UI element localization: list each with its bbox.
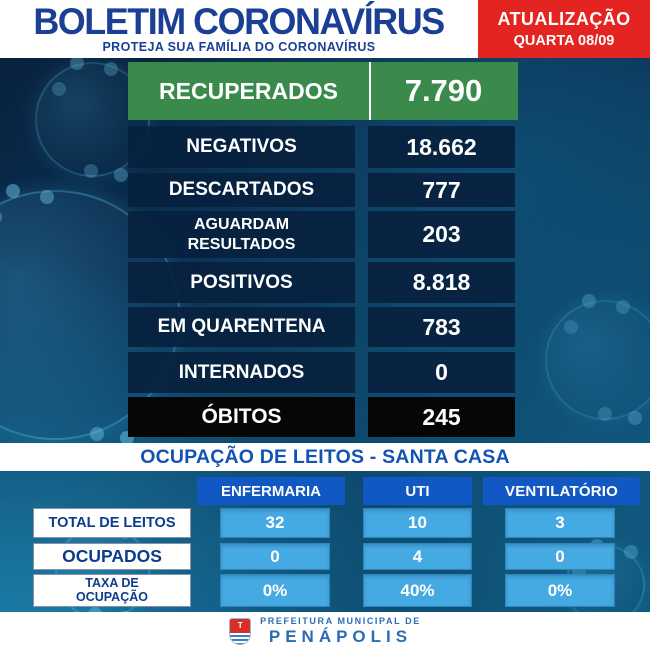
beds-column-enfermaria: ENFERMARIA	[197, 477, 345, 505]
beds-cell-ocupados-uti: 4	[363, 543, 472, 570]
stat-row-em-quarentena: EM QUARENTENA 783	[128, 307, 518, 347]
crest-shield-top: T	[230, 618, 251, 633]
stat-row-descartados: DESCARTADOS 777	[128, 173, 518, 207]
beds-cell-total-ventilatorio: 3	[505, 508, 615, 538]
beds-column-uti: UTI	[363, 477, 472, 505]
crest-letter: T	[237, 621, 243, 631]
city-crest-logo: T	[229, 617, 252, 645]
stat-value: 8.818	[368, 262, 515, 303]
page-subtitle: PROTEJA SUA FAMÍLIA DO CORONAVÍRUS	[102, 40, 376, 55]
stat-label: INTERNADOS	[128, 352, 355, 393]
stat-value: 203	[368, 211, 515, 258]
stat-row-obitos: ÓBITOS 245	[128, 397, 518, 437]
stat-value: 0	[368, 352, 515, 393]
municipality-name: PREFEITURA MUNICIPAL DE PENÁPOLIS	[260, 616, 421, 647]
beds-cell-total-uti: 10	[363, 508, 472, 538]
stat-row-aguardam-resultados: AGUARDAM RESULTADOS 203	[128, 211, 518, 258]
beds-cell-taxa-ventilatorio: 0%	[505, 574, 615, 607]
update-label: ATUALIZAÇÃO	[497, 9, 631, 29]
stat-row-negativos: NEGATIVOS 18.662	[128, 126, 518, 168]
stat-value: 18.662	[368, 126, 515, 168]
stat-label: ÓBITOS	[128, 397, 355, 437]
page-title: BOLETIM CORONAVÍRUS	[33, 0, 446, 42]
stat-row-recuperados: RECUPERADOS 7.790	[128, 62, 518, 120]
stat-label: RECUPERADOS	[128, 62, 371, 120]
stat-label: EM QUARENTENA	[128, 307, 355, 347]
stat-label: AGUARDAM RESULTADOS	[128, 211, 355, 258]
stat-row-internados: INTERNADOS 0	[128, 352, 518, 393]
beds-cell-taxa-uti: 40%	[363, 574, 472, 607]
crest-shield-stripes	[230, 633, 251, 644]
update-badge: ATUALIZAÇÃO QUARTA 08/09	[478, 0, 650, 58]
beds-row-label-ocupados: OCUPADOS	[33, 543, 191, 570]
stat-value: 245	[368, 397, 515, 437]
beds-cell-taxa-enfermaria: 0%	[220, 574, 330, 607]
stat-label: POSITIVOS	[128, 262, 355, 303]
stat-label: NEGATIVOS	[128, 126, 355, 168]
stats-panel: RECUPERADOS 7.790 NEGATIVOS 18.662 DESCA…	[128, 62, 518, 437]
beds-cell-total-enfermaria: 32	[220, 508, 330, 538]
beds-section-title: OCUPAÇÃO DE LEITOS - SANTA CASA	[0, 443, 650, 471]
header-titles: BOLETIM CORONAVÍRUS PROTEJA SUA FAMÍLIA …	[0, 0, 478, 58]
municipality-line1: PREFEITURA MUNICIPAL DE	[260, 615, 421, 626]
beds-column-ventilatorio: VENTILATÓRIO	[483, 477, 640, 505]
header: BOLETIM CORONAVÍRUS PROTEJA SUA FAMÍLIA …	[0, 0, 650, 58]
beds-cell-ocupados-ventilatorio: 0	[505, 543, 615, 570]
update-date: QUARTA 08/09	[513, 33, 615, 49]
stat-value: 7.790	[404, 73, 483, 108]
stat-row-positivos: POSITIVOS 8.818	[128, 262, 518, 303]
stat-label: DESCARTADOS	[128, 173, 355, 207]
municipality-line2: PENÁPOLIS	[268, 626, 413, 646]
stat-value: 783	[368, 307, 515, 347]
footer: T PREFEITURA MUNICIPAL DE PENÁPOLIS	[0, 612, 650, 650]
beds-row-label-total-de-leitos: TOTAL DE LEITOS	[33, 508, 191, 538]
beds-cell-ocupados-enfermaria: 0	[220, 543, 330, 570]
beds-row-label-taxa-de-ocupacao: TAXA DE OCUPAÇÃO	[33, 574, 191, 607]
stat-value: 777	[368, 173, 515, 207]
virus-icon	[545, 294, 650, 425]
